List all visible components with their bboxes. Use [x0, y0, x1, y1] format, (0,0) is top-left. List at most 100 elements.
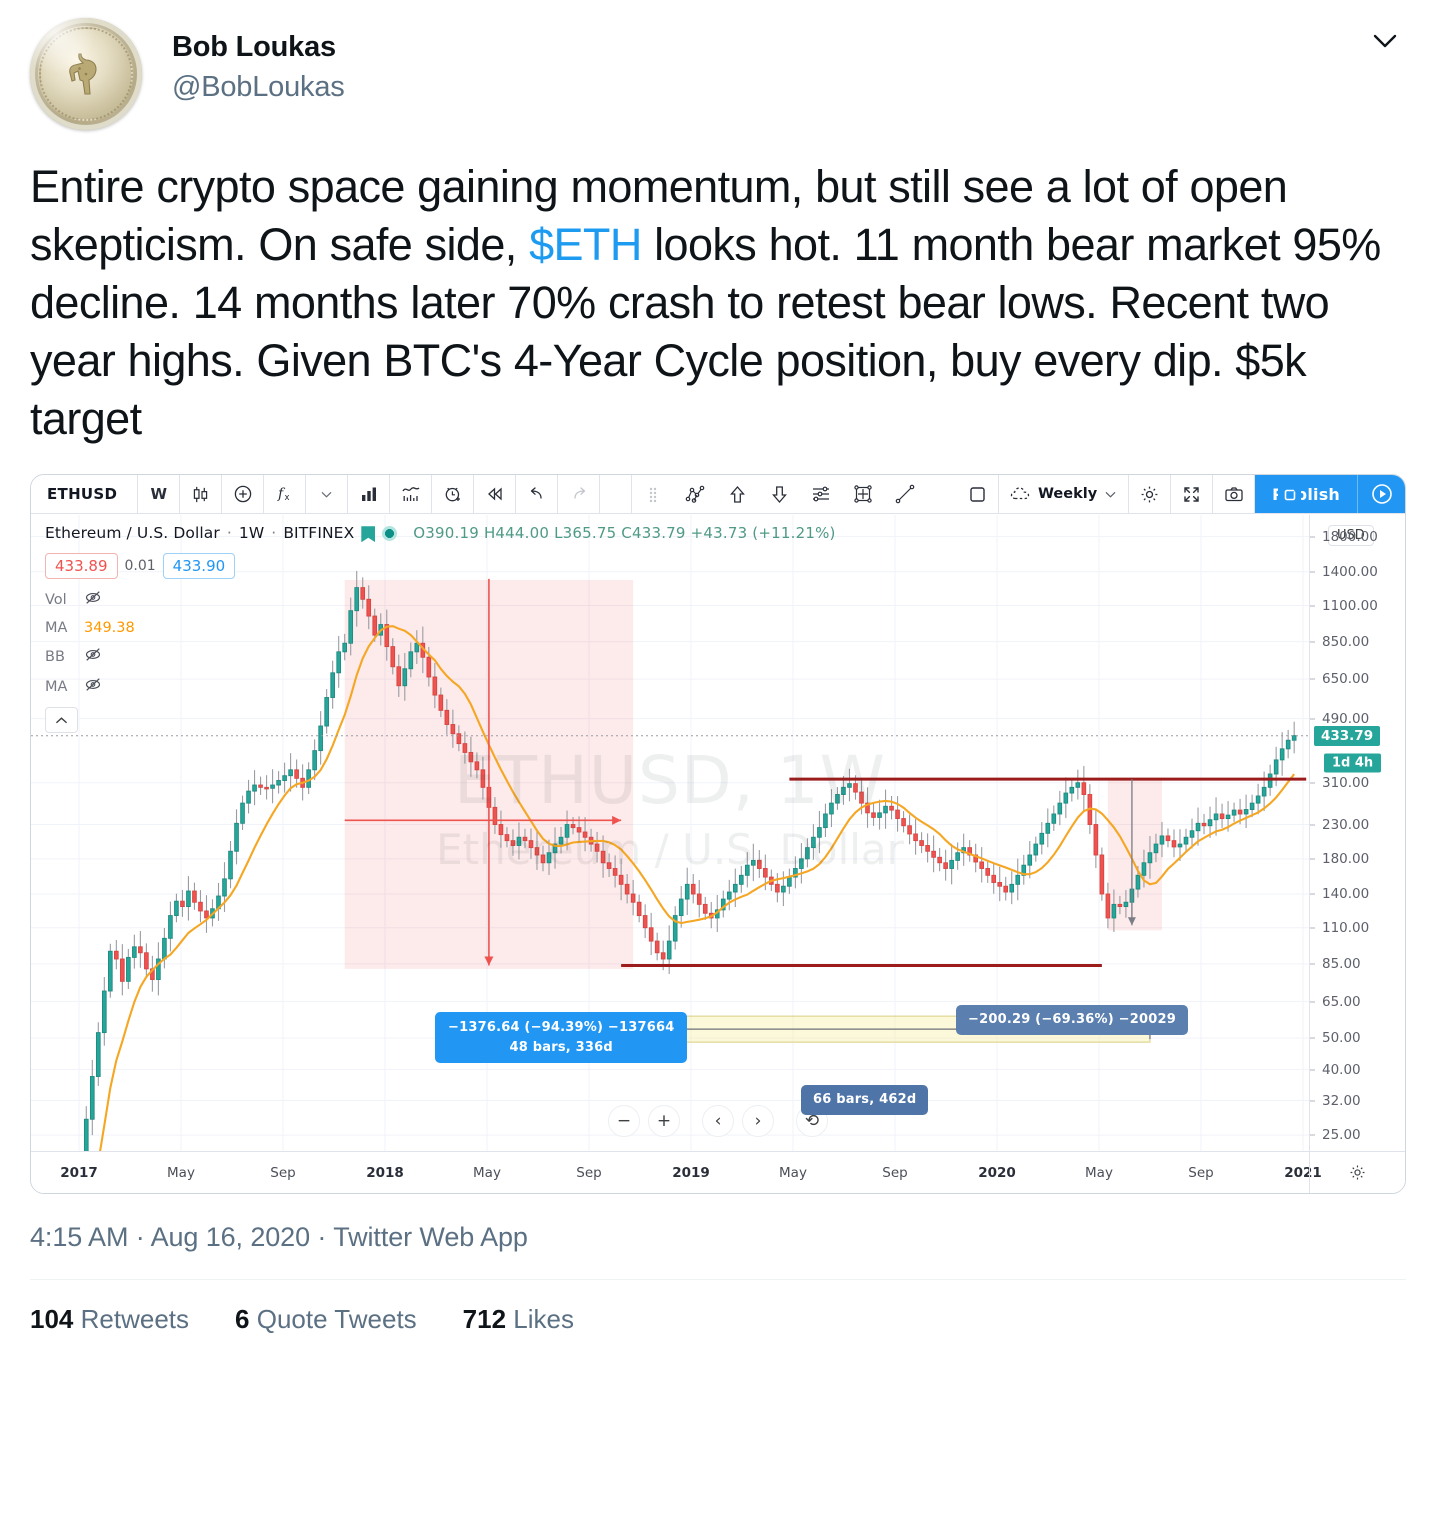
tradingview-chart-card[interactable]: ETHUSD W f — [30, 474, 1406, 1195]
price-tick — [1310, 824, 1315, 826]
strategy-tester-button[interactable] — [390, 475, 433, 514]
chart-zoom-controls: − + ‹ › ⟲ — [608, 1105, 828, 1138]
chevron-down-icon — [1373, 34, 1397, 48]
measure-line1: −1376.64 (−94.39%) −137664 — [448, 1020, 675, 1036]
play-icon — [1371, 484, 1392, 505]
price-tick — [1310, 1100, 1315, 1102]
template-selector[interactable]: Weekly — [999, 475, 1130, 514]
price-scale-toggle-button[interactable] — [1278, 483, 1301, 507]
price-tick — [1310, 1069, 1315, 1071]
gear-icon — [1141, 486, 1158, 503]
trendline-icon — [895, 484, 915, 504]
measure-line1: 66 bars, 462d — [813, 1092, 917, 1108]
interval-button[interactable]: W — [138, 475, 181, 514]
indicators-dropdown-button[interactable] — [306, 475, 349, 514]
time-tick-label: 2020 — [978, 1165, 1016, 1182]
snapshot-button[interactable] — [1213, 475, 1256, 514]
trend-line-button[interactable] — [884, 475, 926, 513]
price-tick — [1310, 678, 1315, 680]
price-axis[interactable]: USD 1800.00 1400.00 1100.00 850.00 650.00 490… — [1309, 515, 1405, 1152]
tweet-text-part2: looks hot. 11 month bear market 95% decl… — [30, 219, 1381, 445]
undo-button[interactable] — [516, 475, 559, 514]
currency-badge[interactable]: USD — [1328, 525, 1374, 547]
measure-line1: −200.29 (−69.36%) −20029 — [968, 1012, 1176, 1028]
alert-button[interactable] — [432, 475, 475, 514]
pattern-tool-button[interactable] — [674, 475, 716, 513]
price-tick — [1310, 858, 1315, 860]
legend-collapse-button[interactable] — [45, 707, 78, 734]
candlestick-plot — [31, 515, 1309, 1152]
square-layout-icon — [970, 487, 985, 502]
zoom-in-button[interactable]: + — [648, 1105, 680, 1138]
retweets-count: 104 — [30, 1304, 74, 1335]
price-tick — [1310, 571, 1315, 573]
display-name: Bob Loukas — [172, 31, 336, 63]
fx-icon: f x — [277, 486, 290, 503]
likes-stat[interactable]: 712 Likes — [463, 1304, 574, 1335]
grid-lines — [31, 515, 1309, 1152]
forecast-tool-button[interactable] — [800, 475, 842, 513]
long-position-button[interactable] — [716, 475, 758, 513]
chart-type-candles-button[interactable] — [180, 475, 223, 514]
measure-tool-button[interactable] — [842, 475, 884, 513]
symbol-label: ETHUSD — [47, 485, 118, 504]
layout-button[interactable] — [957, 475, 999, 514]
author-names: Bob Loukas @BobLoukas — [172, 18, 345, 104]
likes-count: 712 — [462, 1304, 507, 1335]
redo-button[interactable] — [558, 475, 601, 514]
cashtag-link-eth[interactable]: $ETH — [529, 219, 642, 271]
pattern-icon — [685, 485, 705, 504]
retweets-stat[interactable]: 104 Retweets — [30, 1304, 189, 1335]
publish-menu-button[interactable] — [1357, 475, 1405, 514]
time-axis-settings-button[interactable] — [1309, 1152, 1405, 1194]
price-tick-label: 490.00 — [1322, 710, 1370, 727]
symbol-button[interactable]: ETHUSD — [31, 475, 139, 514]
chart-plot-area[interactable]: ETHUSD, 1W Ethereum / U.S. Dollar −1376.… — [31, 515, 1309, 1152]
time-tick-label: Sep — [882, 1165, 908, 1182]
crash-measure-arrow — [1127, 779, 1136, 926]
quote-tweets-stat[interactable]: 6 Quote Tweets — [235, 1304, 417, 1335]
price-tick-label: 1400.00 — [1322, 563, 1378, 580]
tweet-header: Bob Loukas @BobLoukas — [0, 0, 1436, 130]
fullscreen-button[interactable] — [1171, 475, 1214, 514]
drag-handle[interactable] — [632, 475, 674, 513]
retweets-label: Retweets — [80, 1304, 190, 1335]
price-tick-label: 230.00 — [1322, 816, 1370, 833]
gear-icon — [1350, 1165, 1365, 1180]
rounded-square-icon — [1284, 489, 1295, 501]
avatar[interactable] — [30, 18, 142, 130]
publish-button[interactable]: Publish — [1255, 475, 1358, 514]
price-tick — [1310, 1001, 1315, 1003]
price-tick-label: 32.00 — [1322, 1092, 1361, 1109]
scroll-right-button[interactable]: › — [742, 1105, 774, 1138]
scroll-left-button[interactable]: ‹ — [702, 1105, 734, 1138]
toolbar-spacer — [600, 475, 633, 514]
chart-settings-button[interactable] — [1129, 475, 1172, 514]
price-tick — [1310, 1134, 1315, 1136]
time-axis[interactable]: 2017 May Sep 2018 May Sep 2019 May Sep 2020 May Sep… — [31, 1151, 1405, 1194]
price-tick — [1310, 641, 1315, 643]
time-tick-label: 2018 — [366, 1165, 404, 1182]
compare-button[interactable] — [222, 475, 265, 514]
price-tick-label: 650.00 — [1322, 671, 1370, 688]
time-tick-label: 2019 — [672, 1165, 710, 1182]
rewind-icon — [487, 487, 502, 501]
measure-icon — [854, 485, 872, 503]
replay-button[interactable] — [474, 475, 517, 514]
toolbar-right-group: Weekly — [957, 475, 1405, 514]
bear-market-measure-label: −1376.64 (−94.39%) −137664 48 bars, 336d — [435, 1012, 688, 1064]
date-range-label: 66 bars, 462d — [801, 1085, 929, 1115]
divider — [30, 1279, 1406, 1281]
price-tick — [1310, 605, 1315, 607]
bear-market-measure-arrows — [344, 579, 622, 966]
countdown-badge: 1d 4h — [1324, 753, 1382, 773]
tweet-timestamp: 4:15 AM · Aug 16, 2020 · Twitter Web App — [30, 1222, 528, 1253]
short-position-button[interactable] — [758, 475, 800, 513]
indicators-button[interactable]: f x — [264, 475, 307, 514]
bar-chart-button[interactable] — [348, 475, 391, 514]
cloud-dashed-icon — [1010, 487, 1030, 500]
zoom-out-button[interactable]: − — [608, 1105, 640, 1138]
candles-icon — [194, 486, 208, 502]
more-options-button[interactable] — [1368, 24, 1402, 58]
chevron-down-icon — [1105, 491, 1116, 498]
